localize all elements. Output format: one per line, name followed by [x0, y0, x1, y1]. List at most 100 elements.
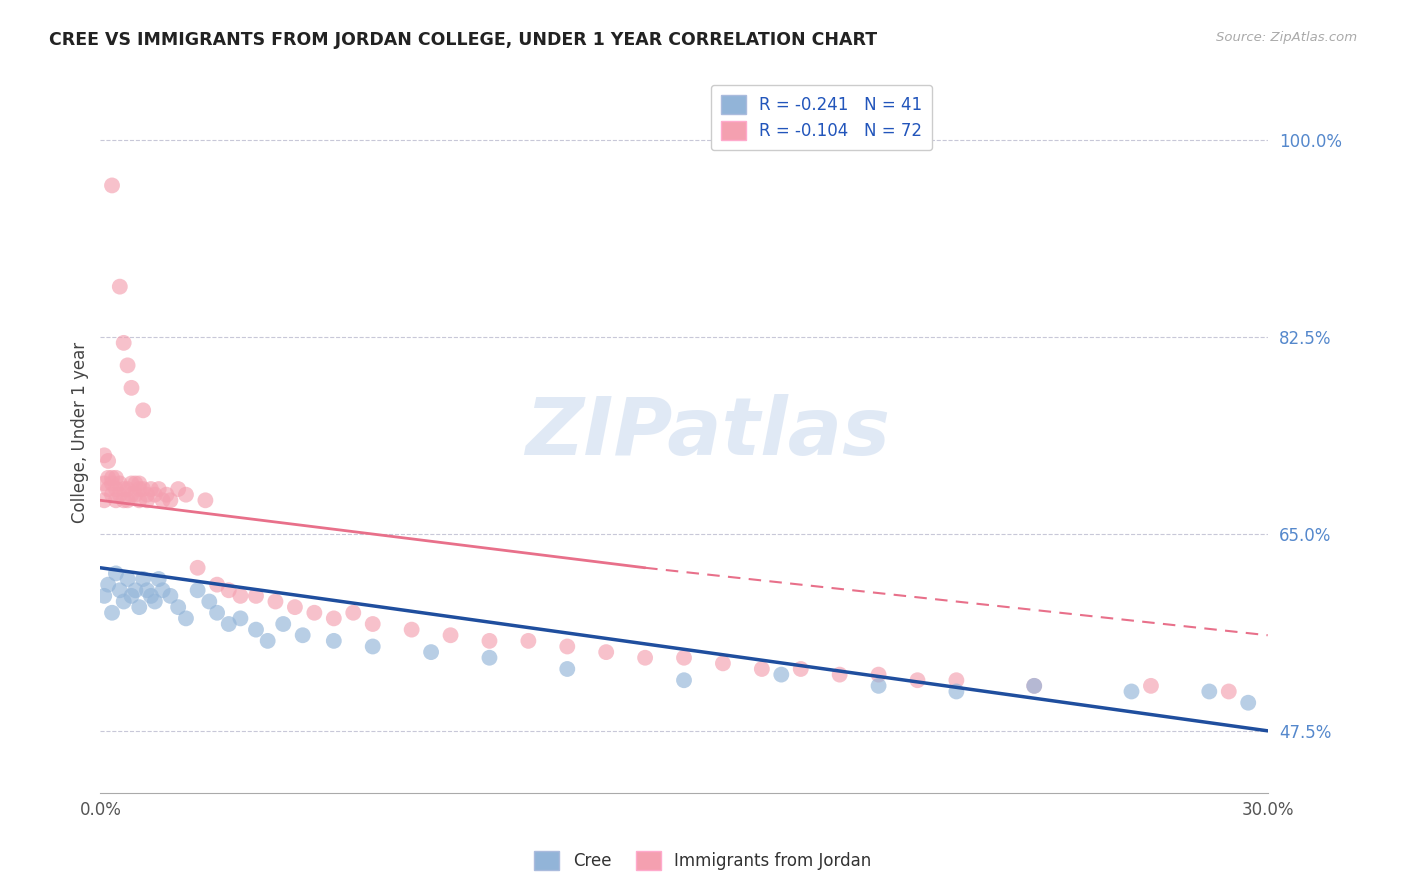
- Point: [112, 482, 135, 496]
- Text: ZIPatlas: ZIPatlas: [524, 394, 890, 472]
- Point: [121, 488, 143, 502]
- Point: [143, 594, 166, 608]
- Point: [139, 482, 162, 496]
- Point: [907, 673, 929, 688]
- Point: [93, 589, 115, 603]
- Point: [672, 650, 695, 665]
- Point: [132, 482, 155, 496]
- Point: [167, 600, 190, 615]
- Point: [93, 448, 115, 462]
- Point: [97, 482, 120, 496]
- Point: [945, 684, 967, 698]
- Point: [101, 606, 124, 620]
- Point: [124, 488, 146, 502]
- Point: [342, 606, 364, 620]
- Point: [198, 594, 221, 608]
- Point: [256, 633, 278, 648]
- Point: [229, 611, 252, 625]
- Point: [117, 493, 139, 508]
- Point: [104, 482, 127, 496]
- Point: [121, 589, 143, 603]
- Point: [136, 488, 159, 502]
- Y-axis label: College, Under 1 year: College, Under 1 year: [72, 343, 89, 524]
- Point: [218, 583, 240, 598]
- Point: [101, 178, 124, 193]
- Point: [124, 476, 146, 491]
- Point: [322, 633, 344, 648]
- Text: Source: ZipAtlas.com: Source: ZipAtlas.com: [1216, 31, 1357, 45]
- Point: [148, 572, 170, 586]
- Point: [751, 662, 773, 676]
- Point: [322, 611, 344, 625]
- Point: [112, 335, 135, 350]
- Point: [1121, 684, 1143, 698]
- Point: [271, 617, 294, 632]
- Point: [555, 662, 578, 676]
- Point: [401, 623, 423, 637]
- Point: [97, 454, 120, 468]
- Point: [121, 476, 143, 491]
- Point: [439, 628, 461, 642]
- Point: [1024, 679, 1046, 693]
- Point: [361, 617, 384, 632]
- Point: [245, 623, 267, 637]
- Point: [132, 572, 155, 586]
- Point: [121, 381, 143, 395]
- Point: [264, 594, 287, 608]
- Point: [139, 589, 162, 603]
- Point: [136, 493, 159, 508]
- Point: [112, 594, 135, 608]
- Point: [304, 606, 326, 620]
- Point: [194, 493, 217, 508]
- Point: [104, 566, 127, 581]
- Point: [478, 650, 501, 665]
- Point: [136, 583, 159, 598]
- Point: [148, 482, 170, 496]
- Point: [711, 657, 734, 671]
- Point: [159, 589, 181, 603]
- Point: [167, 482, 190, 496]
- Point: [93, 476, 115, 491]
- Point: [132, 403, 155, 417]
- Point: [361, 640, 384, 654]
- Point: [117, 572, 139, 586]
- Point: [478, 633, 501, 648]
- Point: [108, 488, 131, 502]
- Point: [284, 600, 307, 615]
- Point: [868, 667, 890, 681]
- Point: [828, 667, 851, 681]
- Point: [555, 640, 578, 654]
- Point: [1237, 696, 1260, 710]
- Point: [187, 583, 209, 598]
- Point: [117, 359, 139, 373]
- Point: [101, 476, 124, 491]
- Point: [108, 279, 131, 293]
- Point: [117, 482, 139, 496]
- Point: [97, 577, 120, 591]
- Point: [245, 589, 267, 603]
- Point: [143, 488, 166, 502]
- Point: [291, 628, 314, 642]
- Point: [128, 600, 150, 615]
- Point: [1140, 679, 1163, 693]
- Point: [770, 667, 793, 681]
- Point: [1024, 679, 1046, 693]
- Point: [108, 583, 131, 598]
- Point: [174, 611, 197, 625]
- Point: [124, 583, 146, 598]
- Point: [108, 476, 131, 491]
- Point: [112, 493, 135, 508]
- Point: [945, 673, 967, 688]
- Legend: Cree, Immigrants from Jordan: Cree, Immigrants from Jordan: [527, 844, 879, 877]
- Point: [128, 493, 150, 508]
- Point: [1198, 684, 1220, 698]
- Point: [420, 645, 443, 659]
- Point: [868, 679, 890, 693]
- Point: [218, 617, 240, 632]
- Point: [101, 488, 124, 502]
- Point: [128, 482, 150, 496]
- Legend: R = -0.241   N = 41, R = -0.104   N = 72: R = -0.241 N = 41, R = -0.104 N = 72: [711, 85, 932, 150]
- Point: [93, 493, 115, 508]
- Point: [672, 673, 695, 688]
- Point: [159, 493, 181, 508]
